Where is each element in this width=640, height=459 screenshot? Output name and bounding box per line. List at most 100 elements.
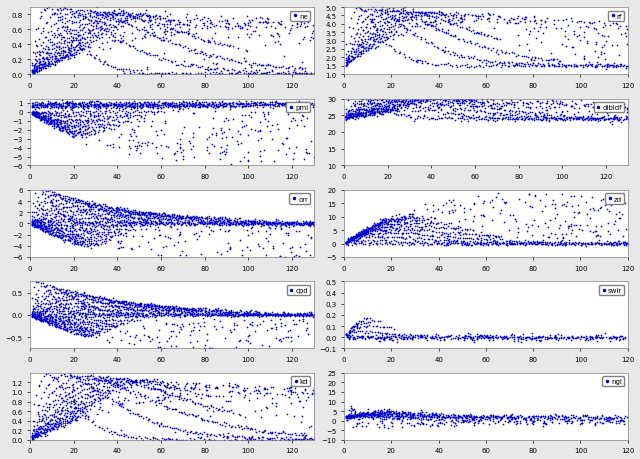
Point xyxy=(410,414,420,422)
Point xyxy=(590,414,600,422)
Point xyxy=(274,220,284,227)
Point xyxy=(378,108,388,115)
Point xyxy=(431,25,441,32)
Point xyxy=(547,50,557,58)
Point xyxy=(248,312,259,319)
Point xyxy=(190,46,200,54)
Point xyxy=(64,390,74,397)
Point xyxy=(172,217,182,224)
Point xyxy=(297,70,307,77)
Point xyxy=(378,28,388,35)
Point xyxy=(287,23,298,30)
Point xyxy=(58,416,68,423)
Point xyxy=(125,388,135,396)
Point xyxy=(175,311,186,319)
Point xyxy=(430,107,440,115)
Point xyxy=(265,230,275,238)
Point xyxy=(410,108,420,116)
Point xyxy=(586,239,596,246)
Point xyxy=(47,308,58,316)
Point xyxy=(433,238,444,245)
Point xyxy=(100,10,110,17)
Point xyxy=(128,433,138,441)
Point xyxy=(233,221,243,228)
Point xyxy=(452,413,463,420)
Point xyxy=(426,414,436,421)
Point xyxy=(621,241,631,248)
Point xyxy=(499,333,509,340)
Point xyxy=(380,224,390,231)
Point xyxy=(278,220,288,228)
Point xyxy=(348,423,358,431)
Point xyxy=(428,334,438,341)
Point xyxy=(93,380,104,387)
Point xyxy=(156,377,166,385)
Point xyxy=(39,104,49,111)
Point xyxy=(257,16,268,23)
Point xyxy=(159,395,170,402)
Point xyxy=(113,10,123,17)
Point xyxy=(444,114,454,122)
Point xyxy=(252,433,262,440)
Point xyxy=(96,311,106,319)
Point xyxy=(504,100,514,107)
Point xyxy=(136,300,147,308)
Point xyxy=(529,335,539,342)
Point xyxy=(488,240,498,247)
Point xyxy=(58,423,68,430)
Point xyxy=(525,56,536,64)
Point xyxy=(111,313,121,320)
Point xyxy=(90,223,100,230)
Point xyxy=(537,57,547,65)
Point xyxy=(436,414,447,421)
Point xyxy=(52,298,63,305)
Point xyxy=(137,312,147,319)
Point xyxy=(284,437,294,444)
Point xyxy=(124,22,134,29)
Point xyxy=(460,11,470,18)
Point xyxy=(98,296,108,303)
Point xyxy=(427,22,437,29)
Point xyxy=(164,70,174,77)
Point xyxy=(561,414,571,421)
Point xyxy=(561,336,571,343)
Point xyxy=(130,410,140,417)
Point xyxy=(358,411,369,419)
Point xyxy=(490,238,500,245)
Point xyxy=(300,18,310,26)
Point xyxy=(116,23,126,31)
Point xyxy=(241,47,251,54)
Point xyxy=(453,413,463,420)
Point xyxy=(70,231,81,238)
Point xyxy=(100,58,111,65)
Point xyxy=(62,52,72,59)
Point xyxy=(559,415,569,423)
Point xyxy=(138,19,148,26)
Point xyxy=(413,92,424,99)
Point xyxy=(163,312,173,319)
Point xyxy=(157,55,168,62)
Point xyxy=(56,54,66,62)
Point xyxy=(77,309,87,317)
Point xyxy=(120,213,130,220)
Point xyxy=(98,128,108,135)
Point xyxy=(103,211,113,218)
Point xyxy=(513,334,523,341)
Point xyxy=(47,110,58,118)
Point xyxy=(53,57,63,64)
Point xyxy=(49,117,60,124)
Point xyxy=(433,62,443,69)
Point xyxy=(131,435,141,442)
Point xyxy=(555,117,565,124)
Point xyxy=(511,61,522,68)
Point xyxy=(276,101,287,108)
Point xyxy=(276,322,286,330)
Point xyxy=(544,115,554,122)
Point xyxy=(159,221,169,229)
Point xyxy=(490,118,500,125)
Point xyxy=(213,310,223,317)
Point xyxy=(43,313,53,320)
Point xyxy=(512,16,522,23)
Point xyxy=(526,336,536,343)
Point xyxy=(191,413,202,420)
